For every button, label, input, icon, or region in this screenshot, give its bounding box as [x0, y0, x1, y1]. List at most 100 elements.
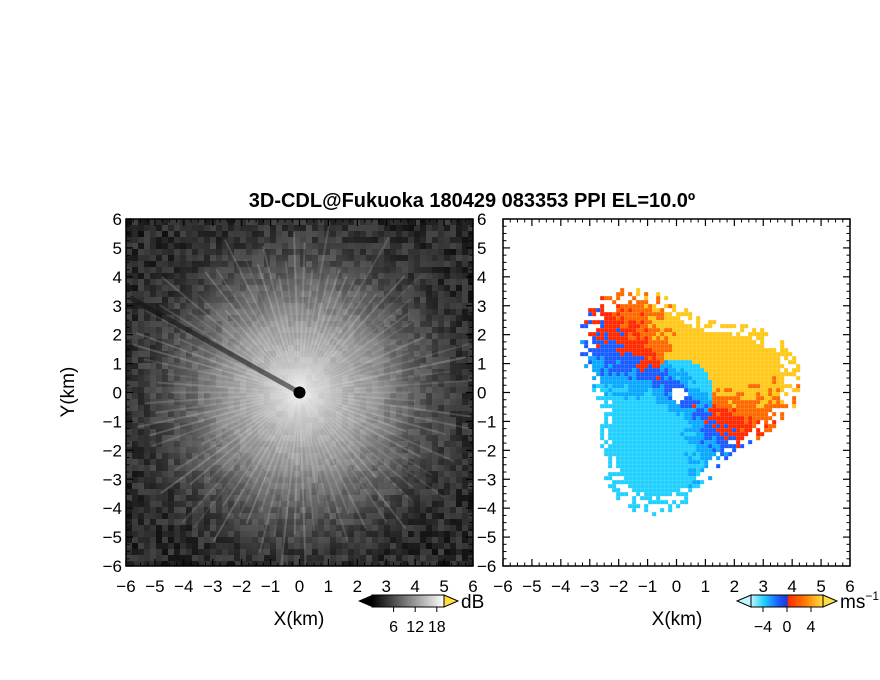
velocity-pixel [712, 372, 717, 377]
velocity-pixel [584, 340, 589, 345]
velocity-pixel [692, 348, 697, 353]
velocity-pixel [592, 376, 597, 381]
velocity-pixel [736, 352, 741, 357]
velocity-pixel [664, 324, 669, 329]
velocity-pixel [632, 368, 637, 373]
velocity-pixel [708, 400, 713, 405]
velocity-pixel [612, 356, 617, 361]
velocity-pixel [696, 324, 701, 329]
velocity-pixel [652, 388, 657, 393]
velocity-pixel [604, 396, 609, 401]
velocity-pixel [628, 392, 633, 397]
velocity-pixel [724, 332, 729, 337]
velocity-pixel [768, 360, 773, 365]
velocity-pixel [656, 372, 661, 377]
velocity-pixel [620, 308, 625, 313]
velocity-pixel [656, 392, 661, 397]
velocity-pixel [760, 380, 765, 385]
velocity-pixel [600, 332, 605, 337]
velocity-pixel [752, 376, 757, 381]
velocity-pixel [716, 364, 721, 369]
velocity-pixel [636, 416, 641, 421]
velocity-pixel [668, 356, 673, 361]
velocity-pixel [604, 392, 609, 397]
velocity-pixel [640, 336, 645, 341]
velocity-pixel [688, 328, 693, 333]
velocity-pixel [596, 344, 601, 349]
velocity-pixel [760, 392, 765, 397]
x-tick-label: 5 [439, 577, 448, 596]
velocity-pixel [732, 364, 737, 369]
velocity-pixel [716, 384, 721, 389]
velocity-pixel [760, 364, 765, 369]
reflectivity-spoke [298, 277, 357, 393]
velocity-pixel [676, 412, 681, 417]
velocity-pixel [644, 340, 649, 345]
velocity-pixel [608, 396, 613, 401]
reflectivity-spoke [299, 370, 451, 394]
velocity-pixel [604, 388, 609, 393]
velocity-pixel [596, 368, 601, 373]
velocity-pixel [608, 404, 613, 409]
velocity-pixel [696, 364, 701, 369]
velocity-pixel [672, 332, 677, 337]
velocity-pixel [764, 420, 769, 425]
velocity-pixel [668, 352, 673, 357]
velocity-pixel [732, 388, 737, 393]
velocity-pixel [680, 380, 685, 385]
velocity-pixel [704, 344, 709, 349]
velocity-pixel [692, 380, 697, 385]
y-tick-label-right: 1 [477, 355, 486, 374]
velocity-pixel [776, 392, 781, 397]
reflectivity-spoke [204, 271, 301, 394]
velocity-pixel [724, 384, 729, 389]
velocity-pixel [752, 360, 757, 365]
velocity-pixel [664, 384, 669, 389]
velocity-pixel [680, 336, 685, 341]
velocity-pixel [652, 400, 657, 405]
velocity-pixel [604, 384, 609, 389]
velocity-pixel [748, 404, 753, 409]
reflectivity-spoke [299, 391, 473, 431]
velocity-pixel [756, 400, 761, 405]
reflectivity-spoke [298, 312, 410, 394]
velocity-pixel [720, 352, 725, 357]
velocity-pixel [748, 392, 753, 397]
velocity-pixel [644, 380, 649, 385]
velocity-pixel [700, 372, 705, 377]
reflectivity-spoke [298, 392, 349, 541]
velocity-pixel [624, 384, 629, 389]
velocity-pixel [772, 348, 777, 353]
velocity-pixel [696, 388, 701, 393]
velocity-pixel [784, 352, 789, 357]
y-tick-label: 3 [113, 297, 122, 316]
velocity-pixel [792, 360, 797, 365]
velocity-pixel [656, 420, 661, 425]
y-tick-label-right: −5 [477, 528, 496, 547]
velocity-pixel [672, 364, 677, 369]
velocity-pixel [728, 404, 733, 409]
velocity-pixel [668, 348, 673, 353]
velocity-pixel [616, 316, 621, 321]
velocity-pixel [668, 392, 673, 397]
velocity-pixel [672, 400, 677, 405]
velocity-pixel [668, 416, 673, 421]
velocity-pixel [768, 392, 773, 397]
reflectivity-spoke [241, 292, 301, 393]
velocity-pixel [700, 356, 705, 361]
velocity-pixel [624, 388, 629, 393]
velocity-pixel [780, 400, 785, 405]
velocity-pixel [672, 344, 677, 349]
velocity-pixel [752, 416, 757, 421]
velocity-pixel [748, 400, 753, 405]
velocity-pixel [708, 396, 713, 401]
velocity-pixel [636, 392, 641, 397]
velocity-pixel [744, 324, 749, 329]
velocity-pixel [652, 328, 657, 333]
velocity-pixel [728, 356, 733, 361]
velocity-pixel [616, 344, 621, 349]
velocity-pixel [632, 344, 637, 349]
reflectivity-spoke [299, 351, 410, 394]
velocity-pixel [624, 356, 629, 361]
velocity-pixel [636, 400, 641, 405]
